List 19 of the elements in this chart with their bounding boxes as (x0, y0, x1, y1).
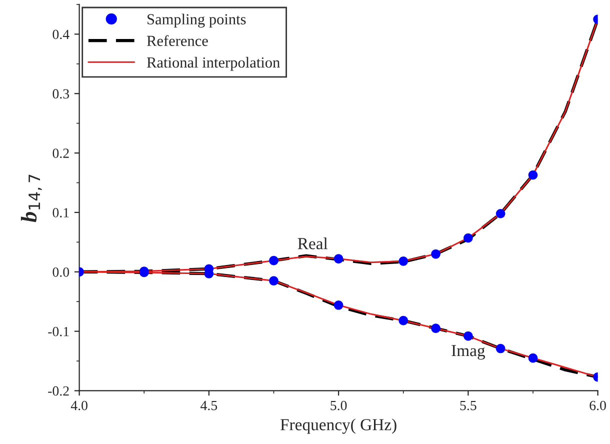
y-tick-label: -0.2 (48, 386, 69, 396)
annotation: Real (298, 238, 328, 250)
legend-label: Reference (146, 35, 208, 46)
x-tick-label: 6.0 (590, 400, 606, 410)
y-tick-label: 0.0 (52, 267, 70, 277)
y-tick-label: 0.4 (52, 30, 70, 40)
y-tick-label: 0.3 (52, 89, 70, 99)
y-tick-label: 0.2 (52, 148, 69, 158)
x-axis-title: Frequency( GHz) (280, 418, 396, 434)
y-tick-label: -0.1 (48, 326, 69, 336)
x-tick-label: 5.0 (330, 400, 347, 410)
y-axis-title: b$_{14,7}$ (20, 174, 42, 222)
y-tick-label: 0.1 (52, 208, 69, 218)
x-tick-label: 5.5 (460, 400, 476, 410)
legend-label: Rational interpolation (146, 56, 280, 71)
legend-label: Sampling points (148, 14, 246, 28)
x-tick-label: 4.5 (200, 400, 218, 410)
annotation: Imag (452, 345, 485, 360)
x-tick-label: 4.0 (70, 400, 88, 410)
